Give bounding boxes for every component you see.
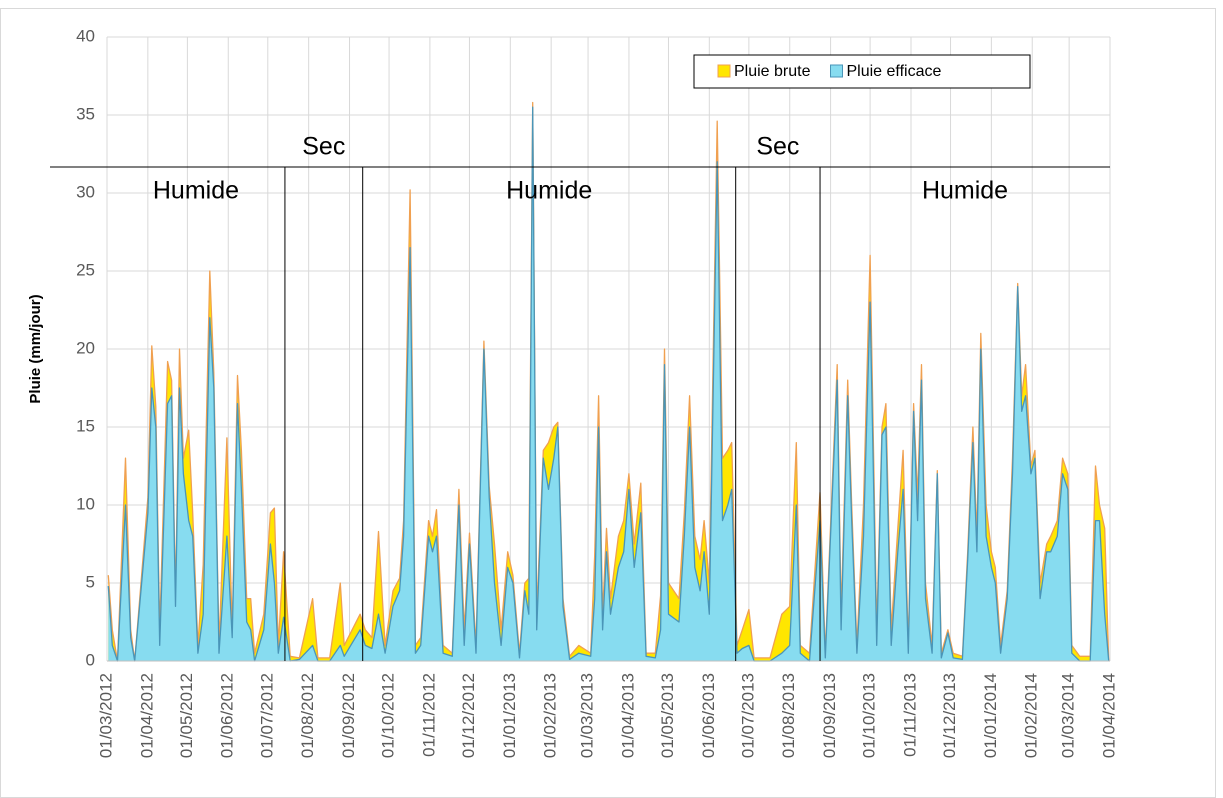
area-line — [107, 106, 1110, 662]
x-tick-label: 01/04/2012 — [137, 673, 156, 758]
y-tick-label: 35 — [76, 104, 95, 123]
legend-swatch — [830, 64, 843, 78]
y-tick-label: 10 — [76, 494, 95, 513]
y-tick-label: 40 — [76, 26, 95, 45]
y-tick-label: 5 — [86, 572, 95, 591]
period-label: Humide — [153, 177, 239, 205]
x-tick-label: 01/08/2012 — [298, 673, 317, 758]
y-axis-label: Pluie (mm/jour) — [27, 294, 44, 403]
period-label: Humide — [922, 177, 1008, 205]
x-tick-label: 01/12/2013 — [940, 673, 959, 758]
x-tick-label: 01/09/2013 — [820, 673, 839, 758]
area-line — [107, 101, 1110, 662]
legend-box — [693, 54, 1031, 89]
x-tick-label: 01/11/2013 — [900, 673, 919, 757]
legend: Pluie brute Pluie efficace — [693, 54, 1031, 89]
legend-swatch — [717, 64, 731, 78]
x-tick-label: 01/07/2012 — [257, 673, 276, 758]
x-tick-label: 01/05/2013 — [658, 673, 677, 758]
x-tick-label: 01/02/2013 — [541, 673, 560, 758]
period-label: Humide — [506, 177, 592, 205]
x-tick-label: 01/03/2012 — [96, 673, 115, 758]
x-tick-label: 01/04/2013 — [618, 673, 637, 758]
period-label: Sec — [302, 133, 345, 161]
x-tick-label: 01/12/2012 — [459, 673, 478, 758]
x-tick-label: 01/06/2013 — [699, 673, 718, 758]
x-tick-label: 01/05/2012 — [177, 673, 196, 758]
y-tick-label: 0 — [86, 650, 95, 669]
x-tick-label: 01/11/2012 — [419, 673, 438, 757]
x-tick-label: 01/03/2014 — [1059, 673, 1078, 758]
legend-label: Pluie efficace — [847, 63, 942, 80]
area — [108, 107, 1109, 661]
x-tick-label: 01/10/2013 — [860, 673, 879, 758]
x-tick-label: 01/08/2013 — [779, 673, 798, 758]
x-tick-label: 01/10/2012 — [379, 673, 398, 758]
y-tick-label: 30 — [76, 182, 95, 201]
x-tick-label: 01/01/2014 — [981, 673, 1000, 758]
x-tick-label: 01/03/2013 — [578, 673, 597, 758]
x-tick-label: 01/01/2013 — [500, 673, 519, 758]
x-tick-label: 01/07/2013 — [738, 673, 757, 758]
x-tick-label: 01/06/2012 — [218, 673, 237, 758]
x-tick-label: 01/09/2012 — [339, 673, 358, 758]
y-tick-label: 15 — [76, 416, 95, 435]
x-tick-label: 01/02/2014 — [1022, 673, 1041, 758]
chart-border — [0, 8, 1216, 798]
y-tick-label: 20 — [76, 338, 95, 357]
period-label: Sec — [756, 133, 799, 161]
legend-label: Pluie brute — [734, 63, 811, 80]
x-tick-label: 01/04/2014 — [1099, 673, 1118, 758]
y-tick-label: 25 — [76, 260, 95, 279]
